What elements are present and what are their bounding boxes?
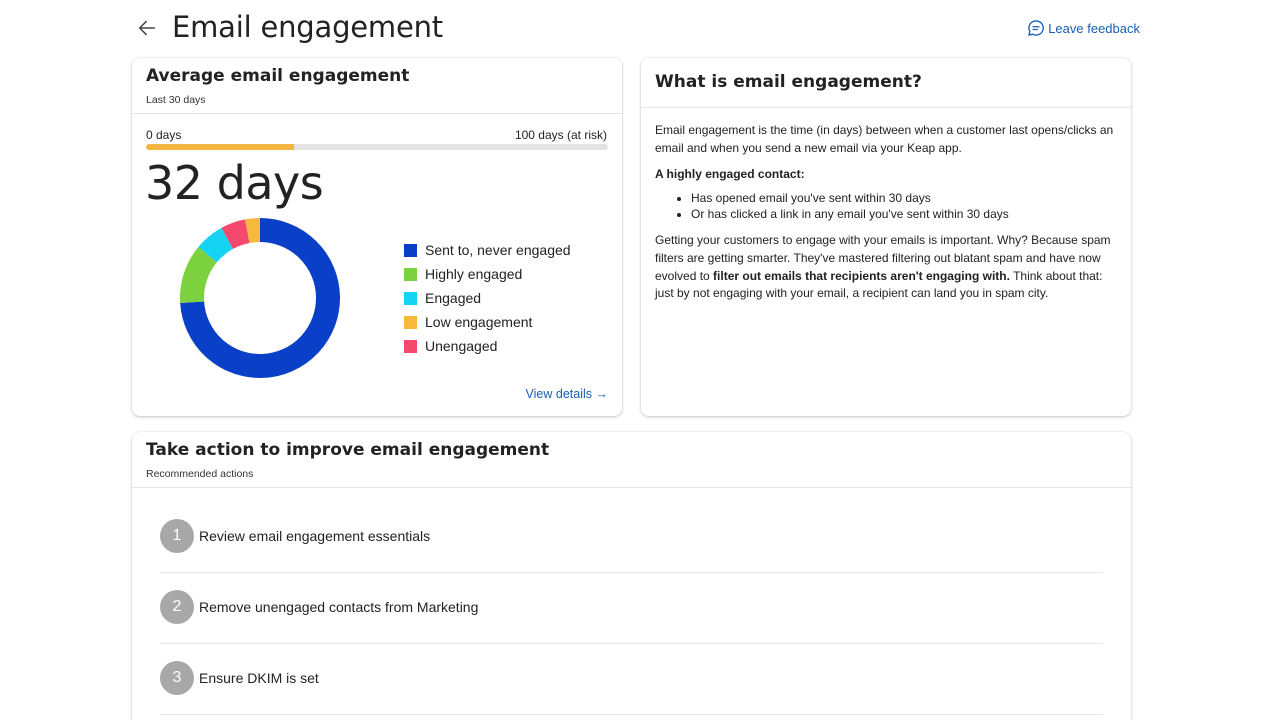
highly-engaged-list: Has opened email you've sent within 30 d… [691,191,1121,222]
action-label: Review email engagement essentials [199,528,431,544]
action-label: Remove unengaged contacts from Marketing [199,599,479,615]
page-title: Email engagement [172,10,443,44]
recommended-actions-list: 1 Review email engagement essentials 2 R… [160,502,1103,715]
action-label: Ensure DKIM is set [199,670,319,686]
average-engagement-subtitle: Last 30 days [146,94,206,106]
leave-feedback-label: Leave feedback [1048,20,1140,36]
legend-label: Engaged [425,290,482,306]
step-number-badge: 1 [160,519,194,553]
legend-label: Low engagement [425,314,533,330]
importance-text-bold: filter out emails that recipients aren't… [713,268,1010,283]
step-number-badge: 2 [160,590,194,624]
average-engagement-title: Average email engagement [146,66,410,86]
average-engagement-card: Average email engagement Last 30 days 0 … [132,58,622,416]
average-engagement-value: 32 days [145,156,324,210]
list-item: Has opened email you've sent within 30 d… [691,191,1121,207]
legend-swatch [404,243,417,257]
legend-item: Low engagement [404,310,571,334]
what-is-engagement-card: What is email engagement? Email engageme… [641,58,1131,416]
highly-engaged-heading: A highly engaged contact: [655,167,805,182]
take-action-title: Take action to improve email engagement [146,440,550,460]
legend-label: Highly engaged [425,266,523,282]
donut-slice-highly-engaged [180,247,218,304]
legend-swatch [404,339,417,353]
legend-swatch [404,315,417,329]
card-divider [641,107,1131,108]
donut-slice-low-engagement [245,218,261,244]
step-number-badge: 3 [160,661,194,695]
take-action-subtitle: Recommended actions [146,468,254,480]
what-is-engagement-title: What is email engagement? [655,72,922,92]
legend-swatch [404,291,417,305]
legend-item: Engaged [404,286,571,310]
definition-paragraph: Email engagement is the time (in days) b… [655,123,1114,155]
engagement-progress-fill [146,144,294,150]
take-action-card: Take action to improve email engagement … [132,432,1131,720]
donut-slice-sent-to-never-engaged [180,218,340,378]
what-is-engagement-body: Email engagement is the time (in days) b… [655,122,1121,312]
legend-item: Sent to, never engaged [404,238,571,262]
importance-text-start: Getting your customers to engage with yo… [655,233,1111,283]
back-arrow-icon[interactable] [136,17,158,39]
importance-text-end: Think about that: just by not engaging w… [655,268,1103,301]
donut-slice-unengaged [221,219,250,250]
legend-swatch [404,267,417,281]
range-min-label: 0 days [146,128,182,142]
donut-slice-engaged [198,227,234,263]
action-item-ensure-dkim[interactable]: 3 Ensure DKIM is set [160,644,1103,715]
legend-item: Unengaged [404,334,571,358]
importance-paragraph: Getting your customers to engage with yo… [655,232,1121,303]
legend-item: Highly engaged [404,262,571,286]
card-divider [132,113,622,114]
list-item: Or has clicked a link in any email you'v… [691,207,1121,223]
page-header: Email engagement Leave feedback [0,0,1280,56]
feedback-chat-icon [1028,20,1045,36]
card-divider [132,487,1131,488]
engagement-donut-chart [180,218,340,378]
action-item-review-essentials[interactable]: 1 Review email engagement essentials [160,502,1103,573]
action-item-remove-unengaged[interactable]: 2 Remove unengaged contacts from Marketi… [160,573,1103,644]
leave-feedback-link[interactable]: Leave feedback [1026,18,1140,38]
legend-label: Unengaged [425,338,498,354]
view-details-link[interactable]: View details → [525,387,608,401]
engagement-progress-bar [146,144,608,150]
legend-label: Sent to, never engaged [425,242,571,258]
chart-legend: Sent to, never engaged Highly engaged Enga… [404,238,571,358]
range-max-label: 100 days (at risk) [514,128,607,142]
